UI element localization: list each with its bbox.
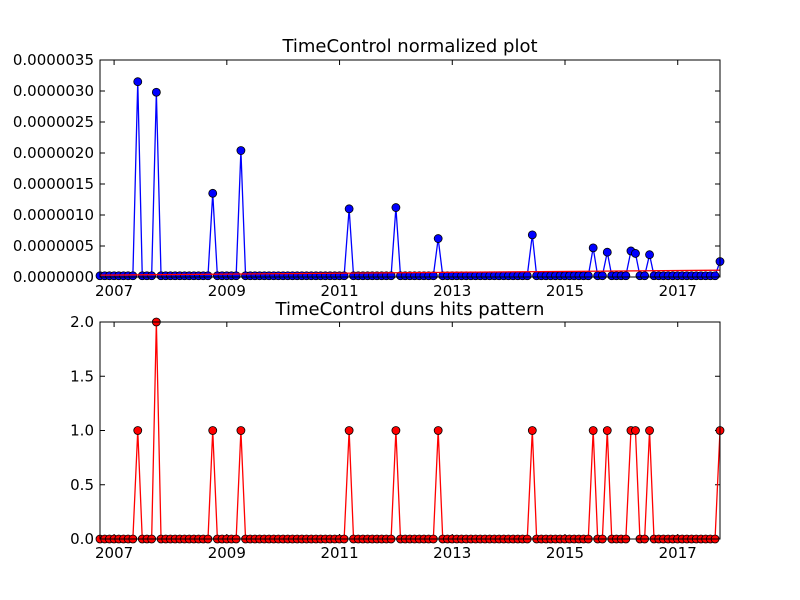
duns-hits-x-tick-label: 2011 <box>320 544 358 562</box>
duns-hits-data-point <box>433 426 443 435</box>
normalized-plot-y-tick-label: 0.0000020 <box>13 144 94 162</box>
normalized-plot-data-point <box>428 271 438 281</box>
normalized-plot-data-point <box>386 271 396 281</box>
duns-hits-data-point <box>208 426 218 435</box>
normalized-plot-data-point <box>203 271 213 281</box>
normalized-plot-chart: TimeControl normalized plot 2007 2009 2011… <box>13 36 725 300</box>
normalized-plot-y-tick-label: 0.0000015 <box>13 175 94 193</box>
duns-hits-x-tick-label: 2009 <box>208 544 246 562</box>
normalized-plot-series-1-line <box>99 269 721 276</box>
duns-hits-y-tick-label: 1.5 <box>70 367 94 385</box>
duns-hits-data-point <box>133 426 143 435</box>
duns-hits-x-tick-label: 2013 <box>433 544 471 562</box>
normalized-plot-x-tick-label: 2011 <box>320 282 358 300</box>
normalized-plot-x-tick-label: 2013 <box>433 282 471 300</box>
normalized-plot-data-point <box>583 271 593 281</box>
normalized-plot-data-point <box>621 271 631 281</box>
normalized-plot-data-point <box>527 230 537 240</box>
normalized-plot-y-tick-label: 0.0000005 <box>13 237 94 255</box>
normalized-plot-data-point <box>208 188 218 198</box>
normalized-plot-data-point <box>588 243 598 253</box>
normalized-plot-data-point <box>391 203 401 212</box>
normalized-plot-data-point <box>231 271 241 281</box>
normalized-plot-data-point <box>433 234 443 243</box>
normalized-plot-data-point <box>522 271 532 281</box>
duns-hits-ticks: 2007 2009 2011 2013 2015 2017 0.0 0.5 1.0 1.5 2.0 <box>70 313 720 562</box>
normalized-plot-data-point <box>151 87 161 97</box>
duns-hits-title: TimeControl duns hits pattern <box>275 299 545 320</box>
normalized-plot-y-tick-label: 0.0000035 <box>13 51 94 69</box>
normalized-plot-x-tick-label: 2007 <box>95 282 133 300</box>
normalized-plot-x-tick-label: 2017 <box>659 282 697 300</box>
normalized-plot-data-point <box>631 249 640 258</box>
normalized-plot-y-tick-label: 0.0000025 <box>13 113 94 131</box>
normalized-plot-y-tick-label: 0.0000000 <box>13 268 94 286</box>
normalized-plot-data-point <box>147 271 157 281</box>
normalized-plot-axes-frame <box>99 59 721 278</box>
normalized-plot-data-point <box>128 271 138 281</box>
duns-hits-axes-frame <box>99 321 721 540</box>
duns-hits-data-point <box>344 426 354 435</box>
duns-hits-data-point <box>631 426 640 435</box>
duns-hits-x-tick-label: 2015 <box>546 544 584 562</box>
normalized-plot-data-point <box>344 204 354 214</box>
normalized-plot-data-point <box>645 250 654 260</box>
duns-hits-data-point <box>391 426 401 435</box>
normalized-plot-x-tick-label: 2015 <box>546 282 584 300</box>
duns-hits-data-point <box>588 426 598 435</box>
normalized-plot-data-point <box>236 146 246 155</box>
normalized-plot-title: TimeControl normalized plot <box>281 36 537 57</box>
duns-hits-y-tick-label: 0.0 <box>70 530 94 548</box>
normalized-plot-data-point <box>133 77 143 87</box>
normalized-plot-y-tick-label: 0.0000030 <box>13 82 94 100</box>
duns-hits-y-tick-label: 2.0 <box>70 313 94 331</box>
duns-hits-data-point <box>602 426 612 435</box>
normalized-plot-y-tick-label: 0.0000010 <box>13 206 94 224</box>
normalized-plot-data-point <box>710 271 720 281</box>
normalized-plot-data-point <box>640 271 650 281</box>
duns-hits-data-point <box>645 426 654 435</box>
normalized-plot-data-point <box>597 271 607 281</box>
duns-hits-y-tick-label: 1.0 <box>70 422 94 440</box>
duns-hits-chart: TimeControl duns hits pattern 2007 2009 20… <box>70 299 725 562</box>
duns-hits-data-point <box>527 426 537 435</box>
duns-hits-x-tick-label: 2007 <box>95 544 133 562</box>
normalized-plot-data-point <box>602 247 612 257</box>
duns-hits-x-tick-label: 2017 <box>659 544 697 562</box>
normalized-plot-x-tick-label: 2009 <box>208 282 246 300</box>
duns-hits-y-tick-label: 0.5 <box>70 476 94 494</box>
duns-hits-data-point <box>236 426 246 435</box>
normalized-plot-ticks: 2007 2009 2011 2013 2015 2017 0.0000000 0.00000… <box>13 51 720 300</box>
